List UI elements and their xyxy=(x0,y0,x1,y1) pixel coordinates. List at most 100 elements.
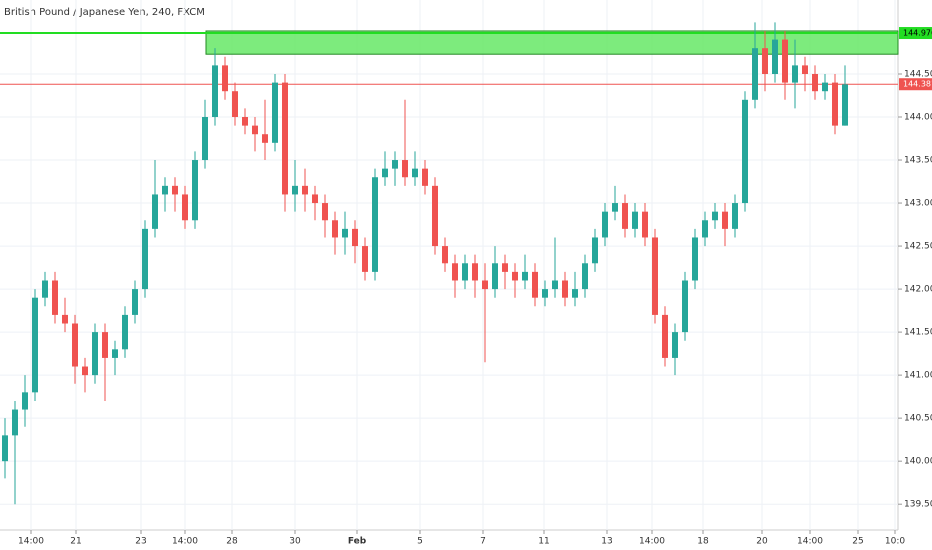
candle-body xyxy=(712,211,718,221)
candle-body xyxy=(312,194,318,204)
candle-body xyxy=(72,323,78,367)
x-tick-label: Feb xyxy=(348,537,367,547)
y-tick-label: 140.000 xyxy=(904,457,932,467)
x-tick-label: 18 xyxy=(697,537,709,547)
x-tick-label: 10:0 xyxy=(885,537,905,547)
candle-body xyxy=(182,194,188,221)
candle-body xyxy=(762,48,768,74)
candle-body xyxy=(752,48,758,100)
candle-body xyxy=(612,203,618,212)
candle-body xyxy=(22,392,28,410)
y-tick-label: 142.000 xyxy=(904,285,932,295)
candle-body xyxy=(102,332,108,358)
y-tick-label: 144.000 xyxy=(904,113,932,123)
candle-body xyxy=(652,237,658,315)
candle-body xyxy=(172,185,178,195)
level-label: 144.976 xyxy=(903,29,932,38)
y-tick-label: 143.000 xyxy=(904,199,932,209)
candle-body xyxy=(152,194,158,229)
x-tick-label: 13 xyxy=(601,537,612,547)
y-tick-label: 141.000 xyxy=(904,371,932,381)
candle-body xyxy=(442,246,448,264)
candle-body xyxy=(392,160,398,169)
candle-body xyxy=(292,185,298,195)
candle-body xyxy=(132,289,138,315)
candle-body xyxy=(82,366,88,376)
candle-body xyxy=(562,280,568,298)
candle-body xyxy=(262,134,268,143)
x-tick-label: 23 xyxy=(135,537,146,547)
candle-body xyxy=(122,314,128,350)
candle-body xyxy=(662,314,668,358)
candle-body xyxy=(272,82,278,143)
candle-body xyxy=(802,65,808,74)
candle-body xyxy=(722,211,728,229)
candle-body xyxy=(592,237,598,264)
candle-body xyxy=(642,211,648,238)
candle-body xyxy=(582,263,588,290)
candle-body xyxy=(202,117,208,161)
candle-body xyxy=(632,211,638,229)
candle-body xyxy=(702,220,708,238)
candle-body xyxy=(542,289,548,298)
resistance-zone xyxy=(205,30,899,55)
candle-body xyxy=(382,168,388,178)
candle-body xyxy=(282,82,288,195)
candle-body xyxy=(622,203,628,229)
x-tick-label: 11 xyxy=(538,537,549,547)
candle-body xyxy=(302,185,308,195)
x-tick-label: 14:00 xyxy=(18,537,44,547)
x-tick-label: 7 xyxy=(480,537,486,547)
candle-body xyxy=(512,271,518,281)
candle-body xyxy=(372,177,378,272)
y-tick-label: 139.500 xyxy=(904,500,932,510)
candle-body xyxy=(502,263,508,272)
candle-body xyxy=(692,237,698,281)
candle-body xyxy=(412,168,418,178)
candle-body xyxy=(222,65,228,92)
candle-body xyxy=(212,65,218,118)
candle-body xyxy=(452,263,458,281)
x-tick-label: 14:00 xyxy=(172,537,198,547)
candle-body xyxy=(492,263,498,290)
candle-body xyxy=(432,185,438,247)
candle-body xyxy=(792,65,798,83)
x-tick-label: 14:00 xyxy=(639,537,665,547)
level-label: 144.381 xyxy=(903,80,932,89)
candle-body xyxy=(362,246,368,272)
candle-body xyxy=(462,263,468,281)
candle-body xyxy=(552,280,558,290)
y-tick-label: 142.500 xyxy=(904,242,932,252)
x-tick-label: 30 xyxy=(289,537,301,547)
candle-body xyxy=(322,203,328,221)
candle-body xyxy=(832,82,838,126)
x-tick-label: 5 xyxy=(417,537,423,547)
candle-body xyxy=(602,211,608,238)
chart-title: British Pound / Japanese Yen, 240, FXCM xyxy=(4,7,205,18)
candle-body xyxy=(522,271,528,281)
y-tick-label: 141.500 xyxy=(904,328,932,338)
candle-body xyxy=(672,332,678,358)
candle-body xyxy=(472,263,478,281)
level-tag xyxy=(899,78,932,91)
candle-body xyxy=(232,91,238,118)
candle-body xyxy=(352,228,358,247)
candle-body xyxy=(42,280,48,298)
candle-body xyxy=(532,271,538,298)
candle-body xyxy=(742,99,748,204)
candle-body xyxy=(572,289,578,298)
level-tag xyxy=(899,27,932,40)
x-tick-label: 21 xyxy=(70,537,81,547)
y-tick-label: 140.500 xyxy=(904,414,932,424)
candle-body xyxy=(332,220,338,238)
candle-body xyxy=(402,160,408,178)
candle-body xyxy=(52,280,58,315)
candle-body xyxy=(482,280,488,290)
y-tick-label: 144.500 xyxy=(904,69,932,79)
candle-body xyxy=(342,228,348,238)
candle-body xyxy=(732,203,738,229)
candle-body xyxy=(422,168,428,186)
candle-body xyxy=(62,314,68,324)
candle-body xyxy=(142,228,148,290)
